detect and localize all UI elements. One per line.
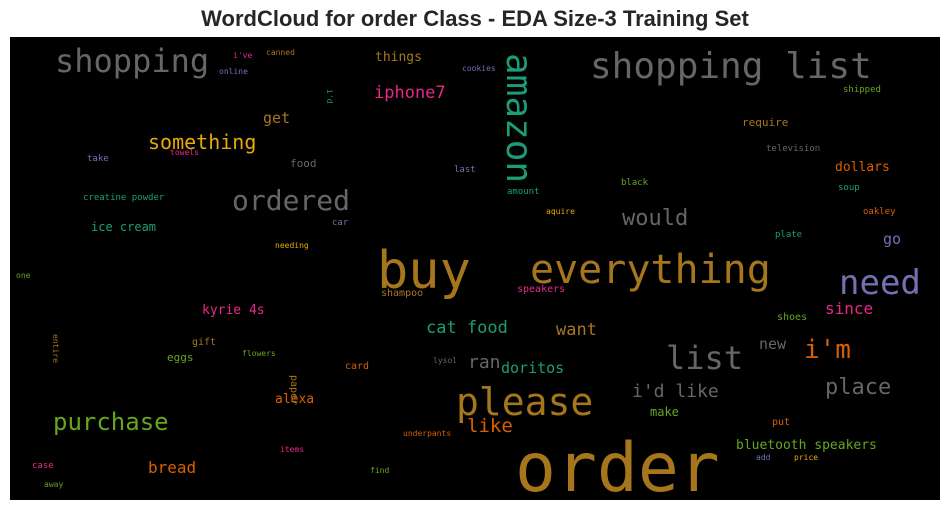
word-need: need [839,266,921,300]
word-car: car [332,219,348,228]
word-television: television [766,145,820,154]
word-put: put [772,418,790,428]
word-take: take [87,155,109,164]
word-like: like [467,417,513,436]
word-canned: canned [266,49,295,57]
word-away: away [44,481,63,489]
word-i-d-like: i'd like [632,383,719,401]
word-place: place [825,377,891,399]
word-list: list [666,342,743,374]
word-oakley: oakley [863,208,896,217]
word-since: since [825,301,873,317]
word-card: card [345,362,369,372]
word-needing: needing [275,242,309,250]
word-entire: entire [51,334,59,363]
word-order: order [515,435,720,500]
word-items: items [280,446,304,454]
word-gift: gift [192,338,216,348]
word-new: new [759,337,786,352]
word-shoes: shoes [777,313,807,323]
word-price: price [794,454,818,462]
word-shipped: shipped [843,86,881,95]
word-food: food [290,158,317,169]
word-underpants: underpants [403,430,451,438]
word-speakers: speakers [517,285,565,295]
word-cat-food: cat food [426,320,508,337]
word-ordered: ordered [232,187,350,215]
word-go: go [883,232,901,247]
word-everything: everything [530,250,771,290]
word-plate: plate [775,231,802,240]
word-creatine-powder: creatine powder [83,194,164,203]
word-black: black [621,179,648,188]
word-eggs: eggs [167,352,194,363]
word-shopping-list: shopping list [590,49,872,85]
word-lysol: lysol [433,357,457,365]
word-bread: bread [148,460,196,476]
word-doritos: doritos [501,361,564,376]
word-amount: amount [507,188,540,197]
word-flowers: flowers [242,350,276,358]
word-kyrie-4s: kyrie 4s [202,304,265,317]
word-amazon: amazon [500,53,536,183]
word-shampoo: shampoo [381,289,423,299]
word-aquire: aquire [546,208,575,216]
word-want: want [556,322,597,339]
word-purchase: purchase [53,410,169,434]
word-i-m: i'm [804,337,851,363]
word-make: make [650,406,679,418]
word-soup: soup [838,184,860,193]
word-get: get [263,111,290,126]
word-require: require [742,117,788,128]
word-online: online [219,68,248,76]
word-dollars: dollars [835,161,890,174]
word-i-d: i'd [325,89,333,103]
word-towels: towels [170,149,199,157]
word-iphone7: iphone7 [374,85,446,102]
word-one: one [16,272,30,280]
word-cookies: cookies [462,65,496,73]
word-ice-cream: ice cream [91,221,156,233]
word-would: would [622,208,688,230]
word-add: add [756,454,770,462]
word-last: last [454,166,476,175]
chart-title: WordCloud for order Class - EDA Size-3 T… [0,6,950,32]
wordcloud-canvas: order buy everything shopping list please nee… [10,37,940,500]
word-case: case [32,462,54,471]
word-i-ve: i've [233,52,252,60]
word-paper: paper [288,375,298,405]
word-something: something [148,132,256,152]
word-find: find [370,467,389,475]
word-things: things [375,51,422,64]
word-shopping: shopping [55,45,209,77]
word-ran: ran [468,354,501,372]
word-bluetooth-speakers: bluetooth speakers [736,439,877,452]
